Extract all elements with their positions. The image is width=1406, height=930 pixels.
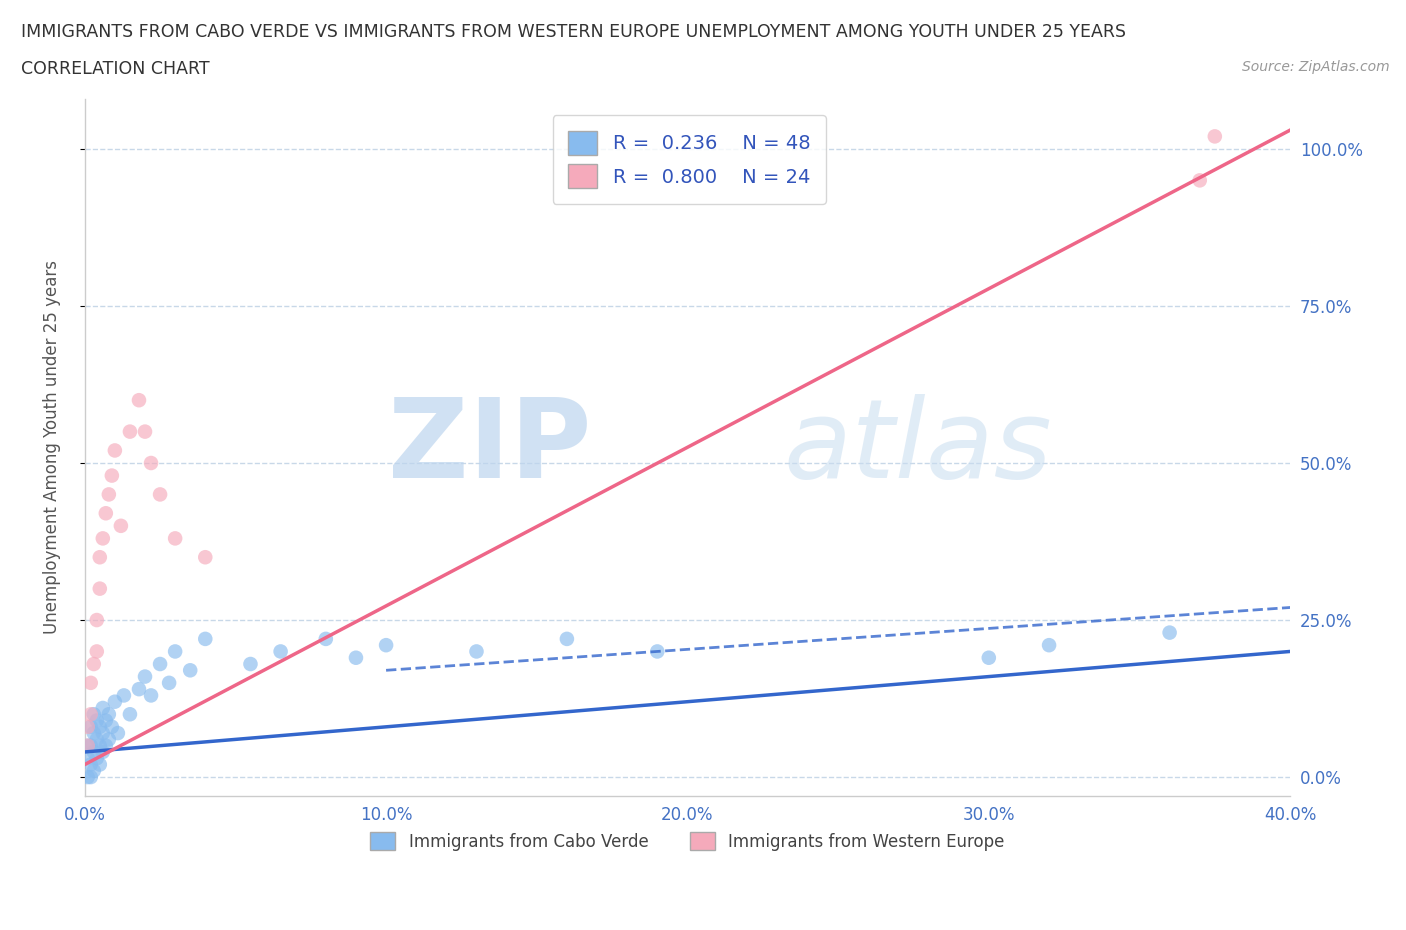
Point bbox=[83, 725, 105, 740]
Point bbox=[555, 631, 578, 646]
Point bbox=[977, 650, 1000, 665]
Point bbox=[89, 720, 111, 735]
Text: ZIP: ZIP bbox=[388, 393, 591, 501]
Point bbox=[91, 745, 114, 760]
Point bbox=[80, 675, 103, 690]
Point bbox=[194, 550, 217, 565]
Point bbox=[465, 644, 488, 658]
Point bbox=[101, 468, 124, 483]
Point bbox=[86, 751, 108, 765]
Point bbox=[94, 713, 117, 728]
Point bbox=[134, 424, 156, 439]
Point bbox=[76, 751, 98, 765]
Y-axis label: Unemployment Among Youth under 25 years: Unemployment Among Youth under 25 years bbox=[44, 260, 60, 634]
Point bbox=[91, 531, 114, 546]
Point bbox=[76, 738, 98, 753]
Legend: Immigrants from Cabo Verde, Immigrants from Western Europe: Immigrants from Cabo Verde, Immigrants f… bbox=[364, 826, 1011, 857]
Text: IMMIGRANTS FROM CABO VERDE VS IMMIGRANTS FROM WESTERN EUROPE UNEMPLOYMENT AMONG : IMMIGRANTS FROM CABO VERDE VS IMMIGRANTS… bbox=[21, 23, 1126, 41]
Point bbox=[110, 518, 132, 533]
Point bbox=[179, 663, 201, 678]
Point bbox=[97, 487, 120, 502]
Point bbox=[139, 688, 162, 703]
Point bbox=[94, 738, 117, 753]
Point bbox=[149, 657, 172, 671]
Point bbox=[101, 720, 124, 735]
Point bbox=[76, 738, 98, 753]
Point bbox=[1159, 625, 1181, 640]
Point bbox=[80, 720, 103, 735]
Point bbox=[83, 745, 105, 760]
Point bbox=[1188, 173, 1211, 188]
Point bbox=[1038, 638, 1060, 653]
Point bbox=[83, 707, 105, 722]
Point bbox=[86, 613, 108, 628]
Point bbox=[165, 531, 187, 546]
Text: CORRELATION CHART: CORRELATION CHART bbox=[21, 60, 209, 78]
Point bbox=[375, 638, 398, 653]
Point bbox=[97, 732, 120, 747]
Point bbox=[91, 700, 114, 715]
Point bbox=[86, 644, 108, 658]
Point bbox=[270, 644, 292, 658]
Point bbox=[86, 732, 108, 747]
Point bbox=[107, 725, 129, 740]
Point bbox=[91, 725, 114, 740]
Point bbox=[112, 688, 135, 703]
Point bbox=[165, 644, 187, 658]
Point bbox=[80, 757, 103, 772]
Point bbox=[86, 713, 108, 728]
Point bbox=[89, 757, 111, 772]
Point bbox=[128, 682, 150, 697]
Point bbox=[83, 764, 105, 778]
Point bbox=[80, 738, 103, 753]
Point bbox=[76, 720, 98, 735]
Point bbox=[194, 631, 217, 646]
Point bbox=[89, 550, 111, 565]
Point bbox=[80, 770, 103, 785]
Point bbox=[128, 392, 150, 407]
Point bbox=[139, 456, 162, 471]
Point bbox=[89, 581, 111, 596]
Point bbox=[315, 631, 337, 646]
Point bbox=[89, 738, 111, 753]
Point bbox=[134, 670, 156, 684]
Point bbox=[97, 707, 120, 722]
Point bbox=[1204, 129, 1226, 144]
Point bbox=[104, 443, 127, 458]
Text: atlas: atlas bbox=[785, 393, 1053, 501]
Point bbox=[76, 770, 98, 785]
Point bbox=[80, 707, 103, 722]
Point bbox=[118, 707, 141, 722]
Text: Source: ZipAtlas.com: Source: ZipAtlas.com bbox=[1241, 60, 1389, 74]
Point bbox=[647, 644, 669, 658]
Point bbox=[83, 657, 105, 671]
Point bbox=[94, 506, 117, 521]
Point bbox=[118, 424, 141, 439]
Point bbox=[239, 657, 262, 671]
Point bbox=[149, 487, 172, 502]
Point bbox=[104, 695, 127, 710]
Point bbox=[344, 650, 367, 665]
Point bbox=[157, 675, 180, 690]
